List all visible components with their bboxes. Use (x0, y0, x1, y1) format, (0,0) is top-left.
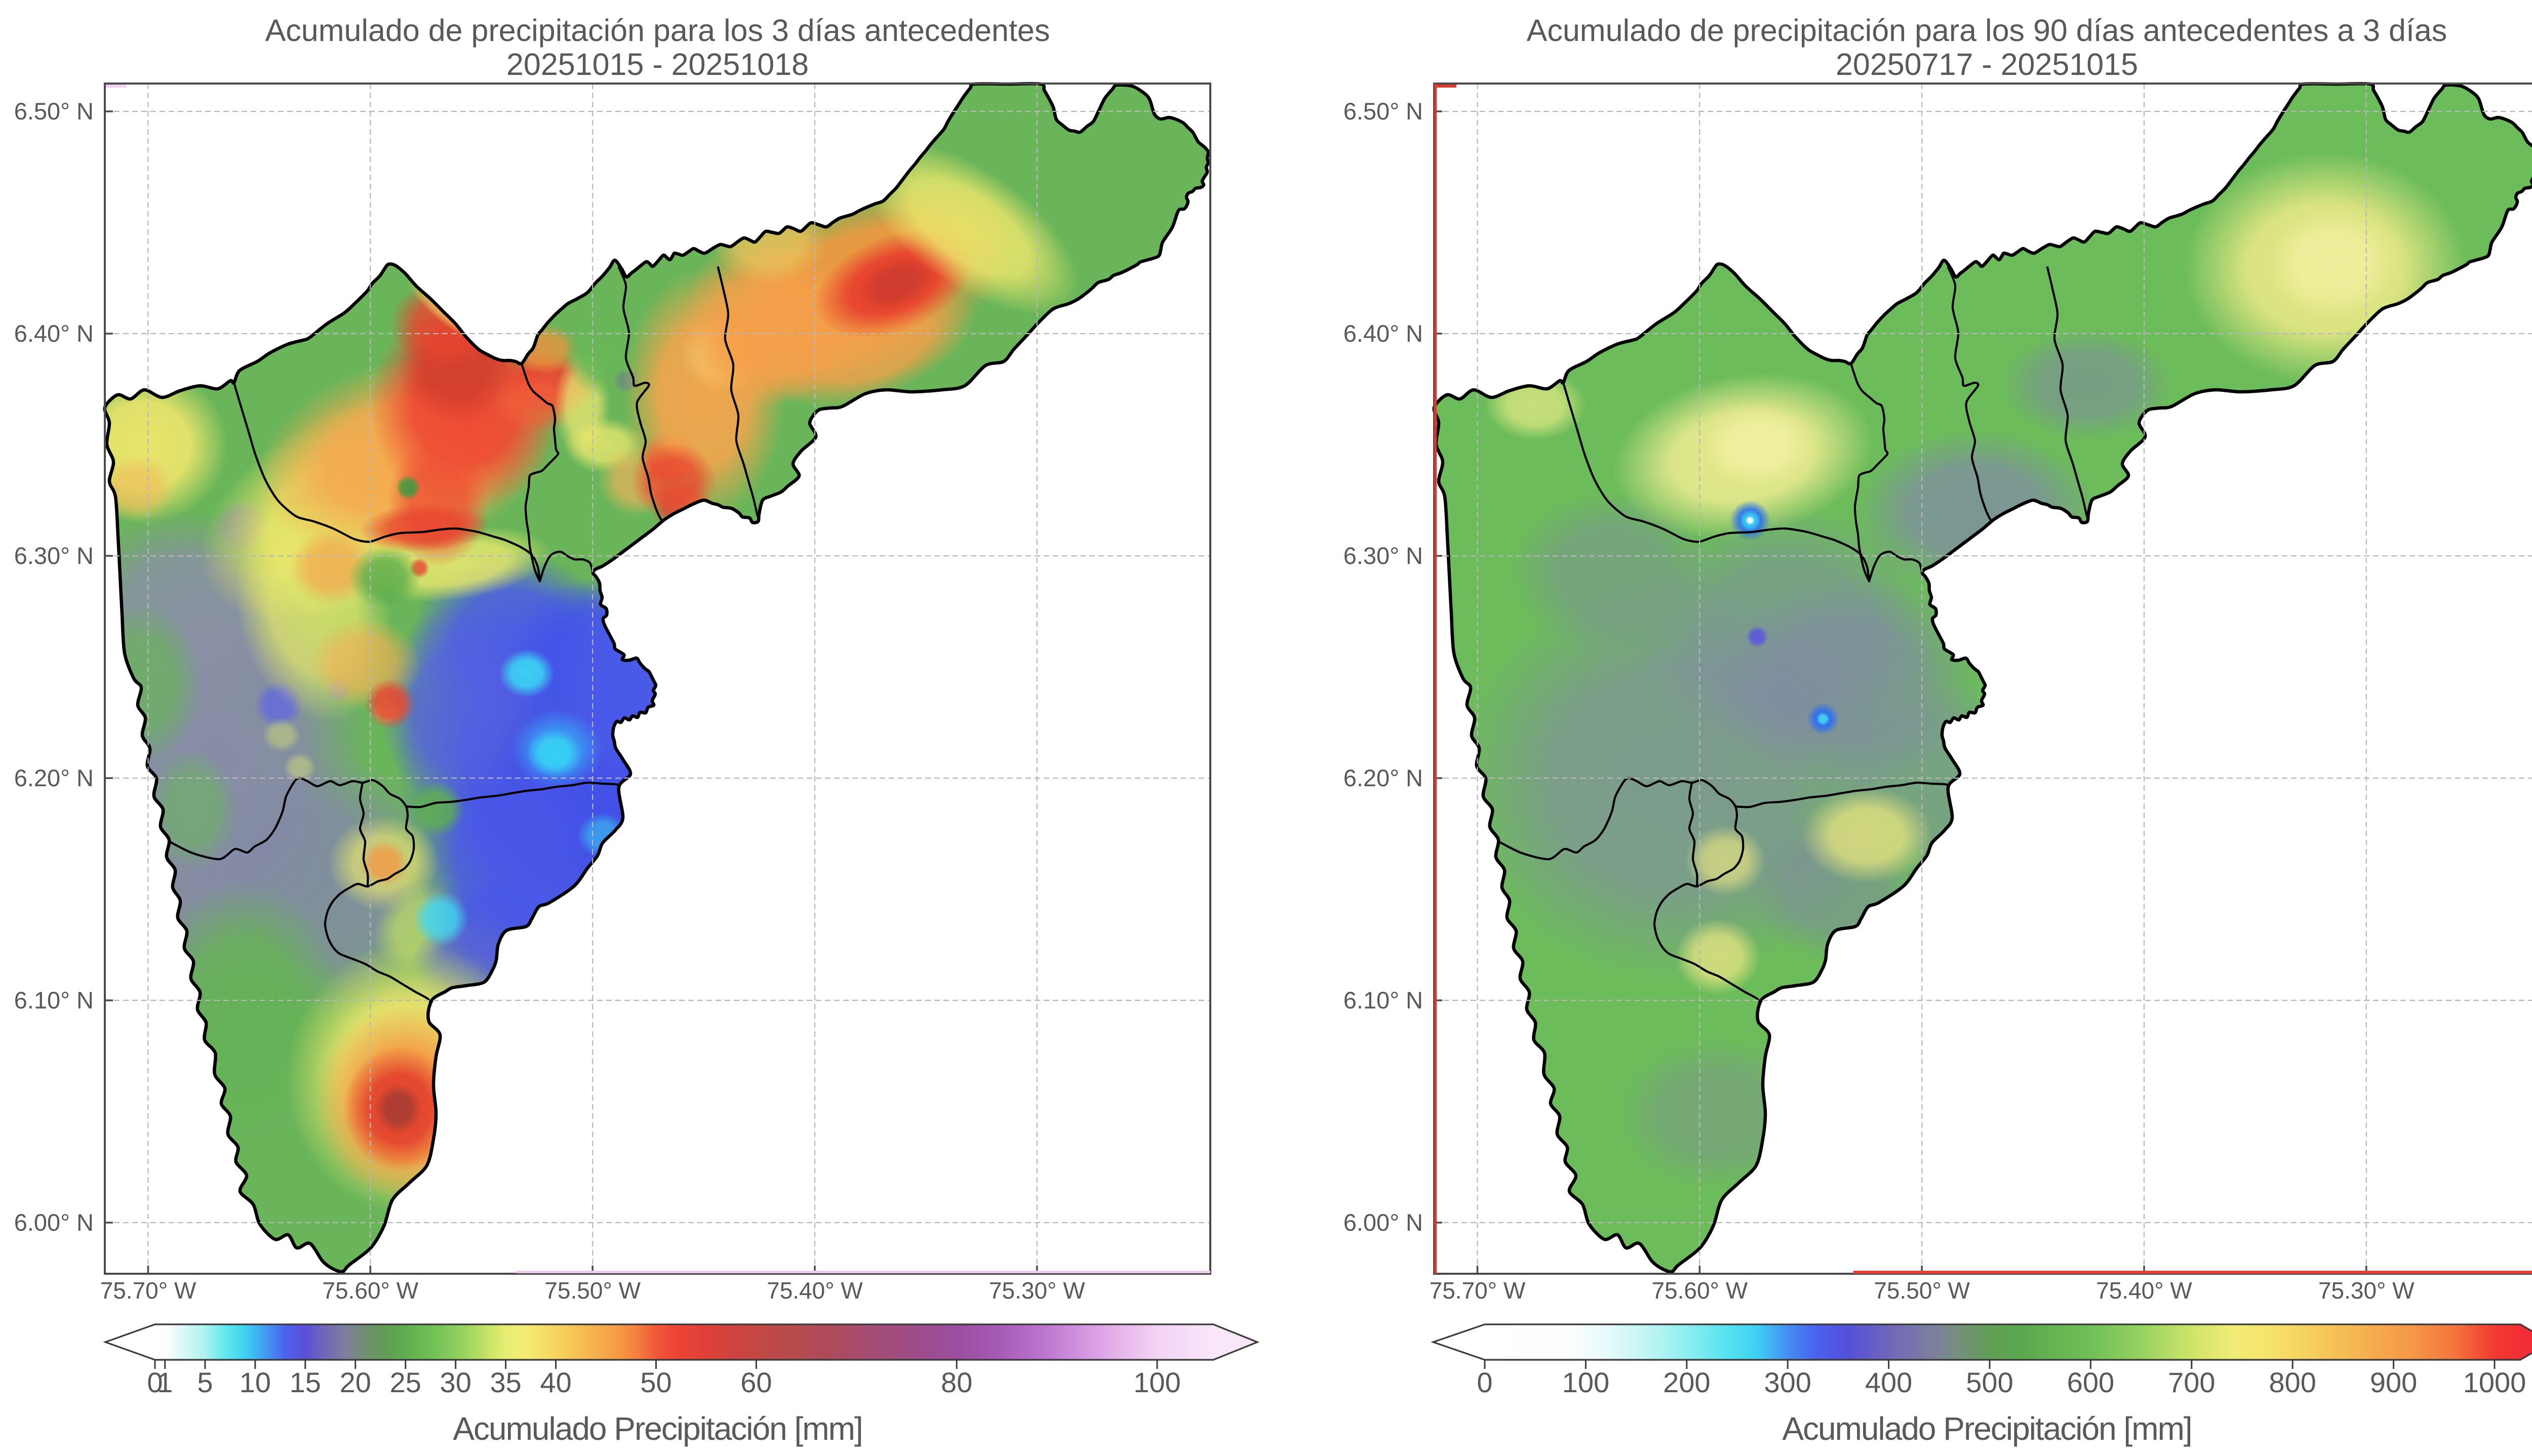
svg-text:0: 0 (147, 1366, 163, 1398)
svg-text:100: 100 (1133, 1366, 1180, 1398)
svg-text:6.30° N: 6.30° N (14, 542, 94, 569)
svg-text:5: 5 (197, 1366, 213, 1398)
svg-text:6.20° N: 6.20° N (14, 764, 94, 791)
svg-text:500: 500 (1966, 1366, 2013, 1398)
svg-text:Acumulado de precipitación par: Acumulado de precipitación para los 3 dí… (265, 13, 1050, 48)
svg-text:1: 1 (157, 1366, 173, 1398)
svg-text:40: 40 (540, 1366, 571, 1398)
svg-text:50: 50 (640, 1366, 671, 1398)
svg-text:20251015 - 20251018: 20251015 - 20251018 (506, 47, 809, 82)
svg-text:Acumulado Precipitación [mm]: Acumulado Precipitación [mm] (1782, 1410, 2191, 1447)
svg-text:900: 900 (2370, 1366, 2417, 1398)
svg-text:Acumulado de precipitación par: Acumulado de precipitación para los 90 d… (1527, 13, 2447, 48)
svg-text:60: 60 (740, 1366, 772, 1398)
svg-text:75.70° W: 75.70° W (100, 1277, 196, 1304)
svg-text:20250717 - 20251015: 20250717 - 20251015 (1836, 47, 2138, 82)
svg-text:6.00° N: 6.00° N (14, 1209, 94, 1236)
svg-text:1000: 1000 (2463, 1366, 2526, 1398)
svg-text:600: 600 (2067, 1366, 2114, 1398)
svg-text:80: 80 (941, 1366, 972, 1398)
svg-text:10: 10 (240, 1366, 271, 1398)
svg-text:75.60° W: 75.60° W (1651, 1277, 1748, 1304)
svg-text:75.30° W: 75.30° W (989, 1277, 1085, 1304)
svg-text:75.40° W: 75.40° W (2096, 1277, 2192, 1304)
svg-text:6.50° N: 6.50° N (14, 98, 94, 125)
svg-text:25: 25 (390, 1366, 421, 1398)
svg-text:30: 30 (440, 1366, 471, 1398)
svg-text:6.20° N: 6.20° N (1343, 764, 1423, 791)
svg-text:75.50° W: 75.50° W (544, 1277, 641, 1304)
svg-text:6.10° N: 6.10° N (14, 987, 94, 1014)
svg-text:75.70° W: 75.70° W (1430, 1277, 1526, 1304)
svg-text:6.40° N: 6.40° N (14, 320, 94, 347)
svg-text:100: 100 (1562, 1366, 1609, 1398)
svg-text:6.00° N: 6.00° N (1343, 1209, 1423, 1236)
svg-text:15: 15 (290, 1366, 321, 1398)
svg-text:200: 200 (1663, 1366, 1710, 1398)
svg-text:400: 400 (1865, 1366, 1912, 1398)
svg-text:300: 300 (1764, 1366, 1811, 1398)
svg-text:700: 700 (2168, 1366, 2215, 1398)
svg-text:6.40° N: 6.40° N (1343, 320, 1423, 347)
svg-text:35: 35 (490, 1366, 521, 1398)
svg-text:800: 800 (2269, 1366, 2316, 1398)
svg-text:75.40° W: 75.40° W (767, 1277, 863, 1304)
svg-text:75.60° W: 75.60° W (322, 1277, 418, 1304)
svg-text:75.30° W: 75.30° W (2318, 1277, 2415, 1304)
svg-text:6.30° N: 6.30° N (1343, 542, 1423, 569)
svg-text:Acumulado Precipitación [mm]: Acumulado Precipitación [mm] (453, 1410, 862, 1447)
svg-text:6.10° N: 6.10° N (1343, 987, 1423, 1014)
svg-text:75.50° W: 75.50° W (1874, 1277, 1970, 1304)
svg-text:6.50° N: 6.50° N (1343, 98, 1423, 125)
svg-text:0: 0 (1477, 1366, 1492, 1398)
svg-text:20: 20 (340, 1366, 371, 1398)
